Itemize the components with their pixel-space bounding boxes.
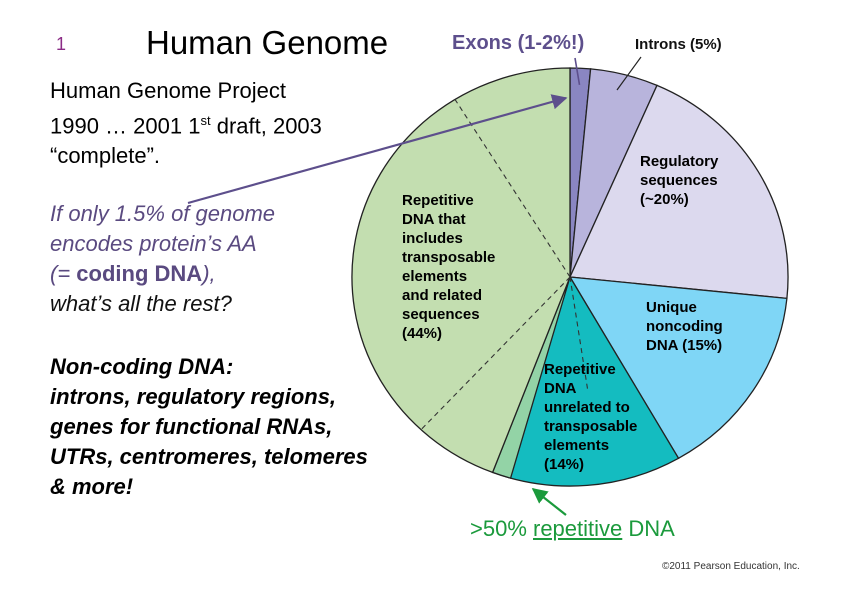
repetitive-arrow (531, 488, 567, 516)
slide-title: Human Genome (146, 24, 389, 61)
slice-label-repetitive_unrelated-line-2: DNA (544, 380, 577, 397)
repetitive-callout-underlined: repetitive (533, 516, 623, 541)
project-line-2: 1990 … 2001 1st draft, 2003 (50, 106, 380, 141)
slice-label-regulatory-line-3: (~20%) (640, 191, 689, 208)
coding-dna-term: coding DNA (76, 261, 203, 286)
pie-slice-labels: Regulatory sequences (~20%) Unique noncoding… (402, 153, 723, 473)
slice-label-repetitive_transposable-line-3: includes (402, 230, 463, 247)
slice-label-unique-line-1: Unique (646, 299, 697, 316)
question-line-2: encodes protein’s AA (50, 231, 257, 256)
pie-dashed-dividers (420, 99, 589, 430)
noncoding-line-1: Non-coding DNA: (50, 354, 234, 379)
repetitive-callout-label: >50% repetitive DNA (470, 516, 675, 542)
slice-label-repetitive_unrelated-line-6: (14%) (544, 456, 584, 473)
exons-leader-line (574, 57, 581, 86)
slice-label-unique-line-2: noncoding (646, 318, 723, 335)
slice-label-repetitive_unrelated-line-3: unrelated to (544, 399, 630, 416)
pie-slice-regulatory (569, 84, 789, 300)
coding-dna-arrow (187, 94, 568, 205)
project-timeline: Human Genome Project 1990 … 2001 1st dra… (50, 76, 380, 171)
slice-label-regulatory-line-2: sequences (640, 172, 718, 189)
slice-label-repetitive_unrelated-line-4: transposable (544, 418, 637, 435)
project-line-2-post: draft, 2003 (210, 113, 322, 139)
dashed-divider-unrelated (569, 276, 589, 391)
introns-callout-label: Introns (5%) (635, 36, 722, 53)
pie-slice-unique (568, 276, 788, 460)
project-line-2-pre: 1990 … 2001 1 (50, 113, 201, 139)
project-line-3: “complete”. (50, 143, 161, 169)
question-line-1: If only 1.5% of genome (50, 201, 276, 226)
slice-label-regulatory-line-1: Regulatory (640, 153, 719, 170)
slice-label-unique-line-3: DNA (15%) (646, 337, 722, 354)
slice-label-repetitive_transposable-line-8: (44%) (402, 325, 442, 342)
noncoding-line-4: UTRs, centromeres, telomeres (50, 444, 368, 469)
slice-label-repetitive_unrelated-line-1: Repetitive (544, 361, 616, 378)
slide-number: 1 (56, 34, 67, 54)
exons-callout-label: Exons (1-2%!) (452, 32, 585, 54)
slice-label-repetitive_unrelated-line-5: elements (544, 437, 609, 454)
callout-arrows (187, 56, 642, 516)
noncoding-line-3: genes for functional RNAs, (50, 414, 333, 439)
introns-leader-line (616, 56, 642, 91)
noncoding-line-5: & more! (50, 474, 134, 499)
slice-label-repetitive_transposable-line-7: sequences (402, 306, 480, 323)
pie-slice-repetitive_transposable (351, 67, 571, 474)
question-line-3: (= coding DNA), (50, 259, 350, 289)
slice-label-repetitive_transposable-line-6: and related (402, 287, 482, 304)
question-line-4: what’s all the rest? (50, 291, 232, 316)
slice-label-repetitive_transposable-line-2: DNA that (402, 211, 466, 228)
repetitive-callout-post: DNA (622, 516, 675, 541)
slice-label-repetitive_transposable-line-4: transposable (402, 249, 495, 266)
slice-label-repetitive_transposable-line-1: Repetitive (402, 192, 474, 209)
slice-label-repetitive_transposable-line-5: elements (402, 268, 467, 285)
noncoding-line-2: introns, regulatory regions, (50, 384, 337, 409)
project-line-1: Human Genome Project (50, 78, 286, 103)
question-line-3-pre: (= (50, 261, 77, 286)
pie-slices (351, 67, 789, 487)
coding-question: If only 1.5% of genome encodes protein’s… (50, 199, 350, 319)
project-line-2-sup: st (200, 113, 211, 128)
question-line-3-post: ), (202, 261, 216, 286)
copyright-notice: ©2011 Pearson Education, Inc. (662, 561, 800, 572)
noncoding-dna-list: Non-coding DNA: introns, regulatory regi… (50, 352, 430, 502)
repetitive-callout-pre: >50% (470, 516, 533, 541)
